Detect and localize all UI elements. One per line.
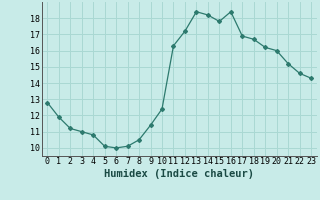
X-axis label: Humidex (Indice chaleur): Humidex (Indice chaleur) — [104, 169, 254, 179]
